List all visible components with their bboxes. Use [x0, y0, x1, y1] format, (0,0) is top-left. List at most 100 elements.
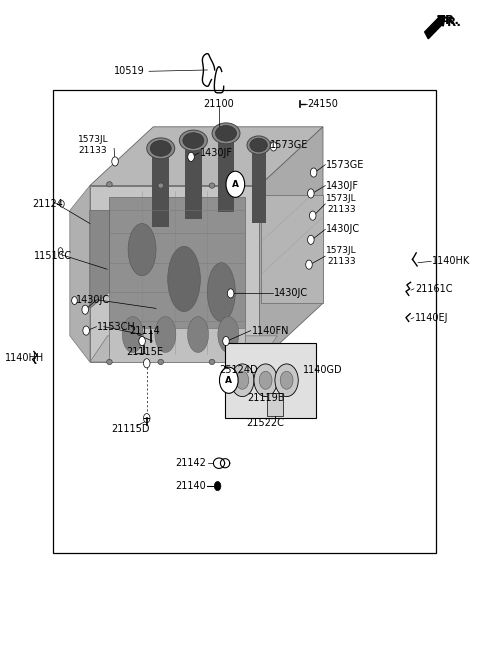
Circle shape	[112, 157, 118, 166]
Circle shape	[306, 260, 312, 269]
Text: 21114: 21114	[129, 325, 160, 336]
Circle shape	[236, 371, 249, 389]
Text: 21124: 21124	[33, 199, 63, 209]
Ellipse shape	[212, 123, 240, 144]
Ellipse shape	[107, 182, 112, 187]
Circle shape	[275, 364, 298, 397]
Polygon shape	[90, 186, 260, 362]
Text: A: A	[225, 376, 232, 385]
Text: 1430JF: 1430JF	[326, 180, 359, 191]
Text: 21115E: 21115E	[126, 346, 163, 356]
Text: 24150: 24150	[308, 99, 338, 109]
Ellipse shape	[147, 138, 175, 159]
Circle shape	[144, 359, 150, 368]
Text: 1140HH: 1140HH	[5, 353, 44, 363]
Circle shape	[72, 297, 77, 304]
Ellipse shape	[247, 136, 270, 154]
Polygon shape	[70, 186, 90, 362]
Text: 1573JL
21133: 1573JL 21133	[326, 247, 357, 266]
Ellipse shape	[128, 224, 156, 276]
Text: 1573JL
21133: 1573JL 21133	[326, 194, 357, 214]
Polygon shape	[90, 336, 277, 362]
Ellipse shape	[218, 317, 239, 352]
Circle shape	[58, 248, 63, 254]
Text: 25124D: 25124D	[220, 365, 258, 375]
Text: 21140: 21140	[176, 481, 206, 491]
Text: 1573GE: 1573GE	[270, 140, 309, 150]
Circle shape	[223, 337, 229, 346]
Text: 1140GD: 1140GD	[303, 365, 343, 375]
Text: 1140FN: 1140FN	[252, 325, 289, 336]
Text: FR.: FR.	[438, 14, 460, 28]
Bar	[53, 90, 436, 554]
Ellipse shape	[158, 183, 164, 188]
Bar	[252, 145, 265, 224]
Ellipse shape	[183, 133, 204, 148]
Ellipse shape	[188, 317, 208, 352]
Bar	[217, 133, 234, 212]
Circle shape	[82, 305, 88, 314]
Circle shape	[308, 189, 314, 198]
Circle shape	[308, 236, 314, 245]
Ellipse shape	[168, 247, 200, 312]
Ellipse shape	[122, 317, 143, 352]
Text: 1430JC: 1430JC	[326, 224, 360, 234]
Text: 1153CH: 1153CH	[97, 321, 136, 332]
Text: 21119B: 21119B	[247, 393, 284, 403]
Circle shape	[228, 289, 234, 298]
Circle shape	[144, 413, 150, 422]
Text: 1140EJ: 1140EJ	[415, 312, 448, 323]
Text: 1430JC: 1430JC	[76, 295, 110, 305]
Circle shape	[215, 482, 221, 491]
Bar	[225, 343, 316, 418]
Circle shape	[219, 367, 238, 394]
Text: FR.: FR.	[440, 16, 461, 29]
Polygon shape	[90, 211, 109, 308]
Text: 1151CC: 1151CC	[34, 251, 72, 261]
Text: 10519: 10519	[114, 66, 144, 76]
Ellipse shape	[107, 359, 112, 365]
Ellipse shape	[209, 183, 215, 188]
Polygon shape	[260, 127, 323, 362]
Text: 21522C: 21522C	[247, 418, 285, 428]
Text: 21142: 21142	[176, 459, 206, 468]
Circle shape	[139, 337, 145, 346]
Ellipse shape	[158, 359, 164, 365]
Circle shape	[259, 371, 272, 389]
Ellipse shape	[207, 262, 235, 321]
Ellipse shape	[216, 125, 237, 141]
Ellipse shape	[155, 317, 176, 352]
Bar	[185, 140, 202, 219]
Text: 1573JL
21133: 1573JL 21133	[78, 135, 108, 155]
Bar	[261, 195, 323, 303]
Circle shape	[231, 364, 254, 397]
Ellipse shape	[180, 130, 207, 151]
Text: 21161C: 21161C	[415, 284, 452, 294]
Text: 1430JC: 1430JC	[274, 289, 308, 298]
Polygon shape	[109, 328, 245, 362]
Bar	[152, 148, 169, 227]
Circle shape	[72, 297, 77, 304]
Ellipse shape	[150, 140, 171, 156]
Circle shape	[310, 211, 316, 220]
Text: A: A	[232, 180, 239, 189]
Ellipse shape	[250, 138, 267, 152]
Text: 21115D: 21115D	[111, 424, 150, 434]
Ellipse shape	[242, 359, 248, 365]
Polygon shape	[90, 127, 323, 186]
Ellipse shape	[209, 359, 215, 365]
Circle shape	[60, 201, 64, 207]
Text: 21100: 21100	[204, 99, 234, 109]
Text: 1430JF: 1430JF	[200, 148, 233, 158]
Text: 1140HK: 1140HK	[432, 256, 470, 266]
Polygon shape	[109, 197, 245, 356]
Circle shape	[83, 326, 89, 335]
Circle shape	[188, 152, 194, 161]
Circle shape	[311, 168, 317, 177]
Circle shape	[226, 171, 245, 197]
Circle shape	[280, 371, 293, 389]
Bar	[267, 394, 283, 416]
Circle shape	[254, 364, 277, 397]
FancyArrow shape	[425, 16, 445, 39]
Circle shape	[270, 142, 277, 151]
